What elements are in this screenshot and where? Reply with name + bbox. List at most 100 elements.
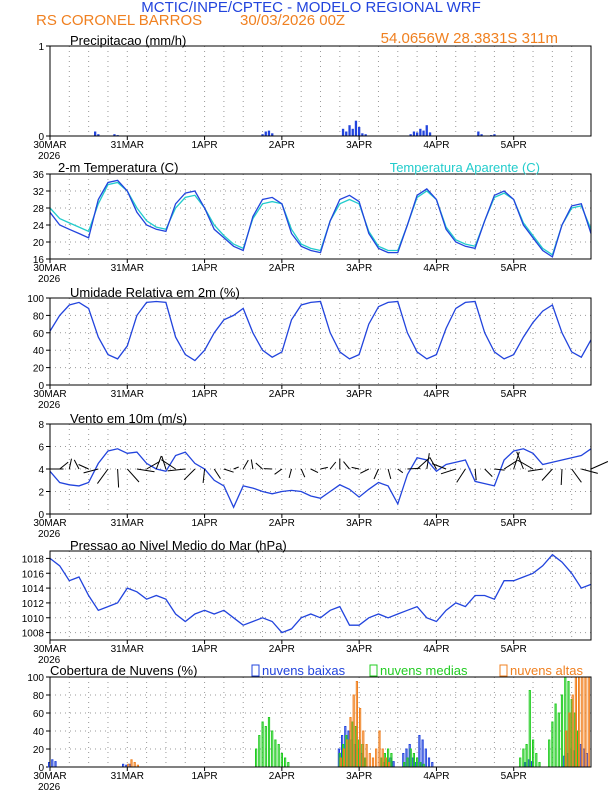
clouds-bar-blue: [431, 762, 434, 768]
temp-year-label: 2026: [38, 274, 61, 285]
precip-xtick-label: 4APR: [423, 140, 449, 151]
clouds-bar-green: [548, 739, 551, 768]
pressure-series-0-line: [49, 553, 592, 634]
precip-bar: [264, 131, 267, 136]
wind-vector-arrow: [516, 451, 524, 470]
humidity-ytick-label: 40: [33, 346, 45, 357]
wind-vector-arrow: [255, 462, 263, 470]
clouds-legend-swatch-green: [369, 664, 378, 677]
precip-bar: [97, 134, 100, 136]
wind-vector-arrow: [360, 468, 370, 474]
wind-vector-arrow: [560, 468, 563, 486]
precip-bar: [419, 128, 422, 136]
precip-ytick-label: 0: [38, 132, 44, 143]
humidity-ytick-label: 0: [38, 381, 44, 392]
wind-vector-arrow: [78, 464, 89, 470]
wind-vector-arrow: [351, 466, 360, 470]
clouds-bar-orange: [368, 753, 371, 768]
wind-vector-arrow: [136, 468, 155, 473]
wind-vector-arrow: [96, 468, 109, 484]
clouds-bar-blue: [421, 739, 424, 768]
pressure-ytick-label: 1012: [22, 599, 45, 610]
clouds-bar-green: [284, 757, 287, 768]
wind-vector-arrow: [274, 468, 283, 475]
wind-vector-arrow: [59, 461, 69, 470]
humidity-xtick-label: 31MAR: [111, 389, 144, 400]
wind-vector-arrow: [117, 468, 120, 488]
pressure-title: Pressao ao Nivel Medio do Mar (hPa): [70, 538, 287, 553]
clouds-ytick-label: 0: [38, 763, 44, 774]
wind-xtick-label: 3APR: [346, 518, 372, 529]
precip-xtick-label: 30MAR: [33, 140, 66, 151]
temp-xtick-label: 3APR: [346, 263, 372, 274]
precip-xtick-label: 3APR: [346, 140, 372, 151]
precip-bar: [416, 132, 419, 136]
humidity-title: Umidade Relativa em 2m (%): [70, 285, 240, 300]
wind-vector-arrow: [126, 468, 140, 483]
pressure-ytick-label: 1008: [22, 629, 45, 640]
clouds-xtick-label: 31MAR: [111, 771, 144, 782]
wind-xtick-label: 1APR: [192, 518, 218, 529]
wind-vector-arrow: [288, 468, 292, 479]
precip-bar: [94, 131, 97, 136]
pressure-ytick-label: 1010: [22, 614, 45, 625]
wind-vector-arrow: [242, 459, 249, 470]
wind-vector-arrow: [183, 468, 196, 481]
precip-bar: [348, 125, 351, 136]
humidity-xtick-label: 2APR: [269, 389, 295, 400]
clouds-bar-blue: [392, 761, 395, 768]
wind-vector-arrow: [456, 468, 466, 483]
temp-ytick-label: 36: [33, 170, 45, 181]
wind-year-label: 2026: [38, 529, 61, 540]
wind-title: Vento em 10m (m/s): [70, 411, 187, 426]
clouds-bar-blue: [54, 761, 57, 768]
clouds-bar-orange: [587, 676, 590, 768]
wind-xtick-label: 5APR: [501, 518, 527, 529]
precip-bar: [351, 128, 354, 136]
wind-vector-arrow: [83, 468, 99, 474]
temp-title: 2-m Temperatura (C): [58, 160, 178, 175]
clouds-bar-green: [551, 721, 554, 768]
temp-series-1-line: [49, 181, 592, 256]
humidity-frame: [49, 297, 592, 386]
wind-vector-arrow: [310, 468, 319, 474]
header-location: RS CORONEL BARROS: [36, 12, 202, 29]
wind-vector-arrow: [397, 468, 404, 474]
precip-bar: [477, 131, 480, 136]
pressure-xtick-label: 31MAR: [111, 644, 144, 655]
wind-vector-arrow: [494, 468, 505, 471]
humidity-ytick-label: 20: [33, 364, 45, 375]
temp-legend: Temperatura Aparente (C): [390, 160, 540, 175]
precip-bar: [354, 120, 358, 136]
wind-vector-arrow: [484, 468, 493, 477]
wind-vector-arrow: [343, 461, 350, 470]
clouds-title: Cobertura de Nuvens (%): [50, 663, 197, 678]
clouds-bar-blue: [427, 757, 431, 768]
clouds-bar-orange: [130, 759, 133, 768]
clouds-bar-blue: [51, 759, 54, 768]
header-title: MCTIC/INPE/CPTEC - MODELO REGIONAL WRF: [141, 0, 480, 16]
clouds-bar-orange: [371, 757, 375, 768]
precip-bar: [428, 132, 432, 136]
clouds-bar-blue: [424, 748, 427, 768]
wind-vector-arrow: [155, 455, 162, 470]
wind-vector-arrow: [581, 468, 598, 474]
wind-vector-arrow: [233, 466, 239, 470]
wind-ytick-label: 0: [38, 510, 44, 521]
clouds-legend-swatch-orange: [499, 664, 508, 677]
wind-ytick-label: 6: [38, 443, 44, 454]
humidity-ytick-label: 80: [33, 311, 45, 322]
clouds-bar-orange: [581, 676, 584, 768]
humidity-ytick-label: 60: [33, 329, 45, 340]
panel-humidity: 0 20 40 60 80 100 Umidade Relativa em 2m (%) 30…: [27, 285, 592, 411]
temp-frame: [49, 173, 592, 260]
clouds-bar-green: [519, 757, 522, 768]
panel-temp: 16 20 24 28 32 36 2-m Temperatura (C) Temperatu…: [33, 160, 592, 285]
humidity-series-0-line: [49, 300, 592, 362]
clouds-ytick-label: 80: [33, 691, 45, 702]
wind-vector-arrow: [571, 468, 582, 483]
humidity-ytick-label: 100: [27, 294, 44, 305]
wind-vector-arrow: [167, 468, 186, 472]
humidity-xtick-label: 30MAR: [33, 389, 66, 400]
